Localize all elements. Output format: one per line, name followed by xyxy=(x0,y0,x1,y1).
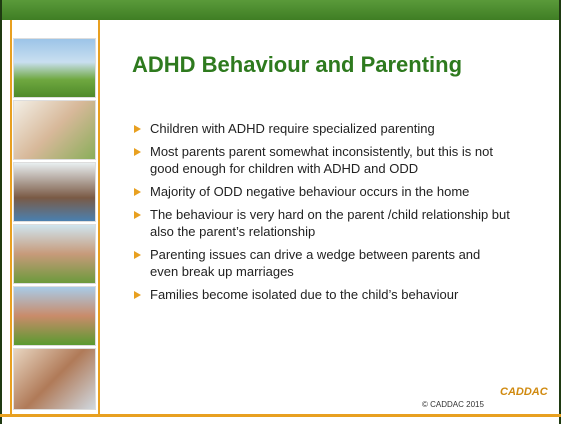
bullet: Most parents parent somewhat inconsisten… xyxy=(132,143,512,177)
slide: ADHD Behaviour and Parenting Children wi… xyxy=(0,0,561,424)
accent-line xyxy=(10,20,12,416)
top-bar xyxy=(0,0,561,20)
bullet: Parenting issues can drive a wedge betwe… xyxy=(132,246,512,280)
bullet-list: Children with ADHD require specialized p… xyxy=(132,120,512,309)
photo xyxy=(13,100,96,160)
bullet-marker xyxy=(134,148,141,156)
accent-line xyxy=(0,414,561,417)
bullet-marker xyxy=(134,291,141,299)
bullet: Children with ADHD require specialized p… xyxy=(132,120,512,137)
bullet-text: Parenting issues can drive a wedge betwe… xyxy=(150,247,480,279)
copyright: © CADDAC 2015 xyxy=(422,400,484,409)
bullet-text: The behaviour is very hard on the parent… xyxy=(150,207,510,239)
bullet: Families become isolated due to the chil… xyxy=(132,286,512,303)
photo xyxy=(13,286,96,346)
logo: CADDAC xyxy=(500,386,548,398)
bullet-text: Families become isolated due to the chil… xyxy=(150,287,458,302)
bullet-marker xyxy=(134,211,141,219)
bullet-marker xyxy=(134,251,141,259)
bullet: Majority of ODD negative behaviour occur… xyxy=(132,183,512,200)
photo xyxy=(13,224,96,284)
bullet-text: Majority of ODD negative behaviour occur… xyxy=(150,184,469,199)
bullet-text: Children with ADHD require specialized p… xyxy=(150,121,435,136)
bullet-marker xyxy=(134,125,141,133)
bullet: The behaviour is very hard on the parent… xyxy=(132,206,512,240)
bullet-text: Most parents parent somewhat inconsisten… xyxy=(150,144,493,176)
photo xyxy=(13,348,96,410)
slide-title: ADHD Behaviour and Parenting xyxy=(132,52,462,78)
left-edge xyxy=(0,0,2,424)
accent-line xyxy=(98,20,100,416)
photo xyxy=(13,38,96,98)
bullet-marker xyxy=(134,188,141,196)
photo xyxy=(13,162,96,222)
